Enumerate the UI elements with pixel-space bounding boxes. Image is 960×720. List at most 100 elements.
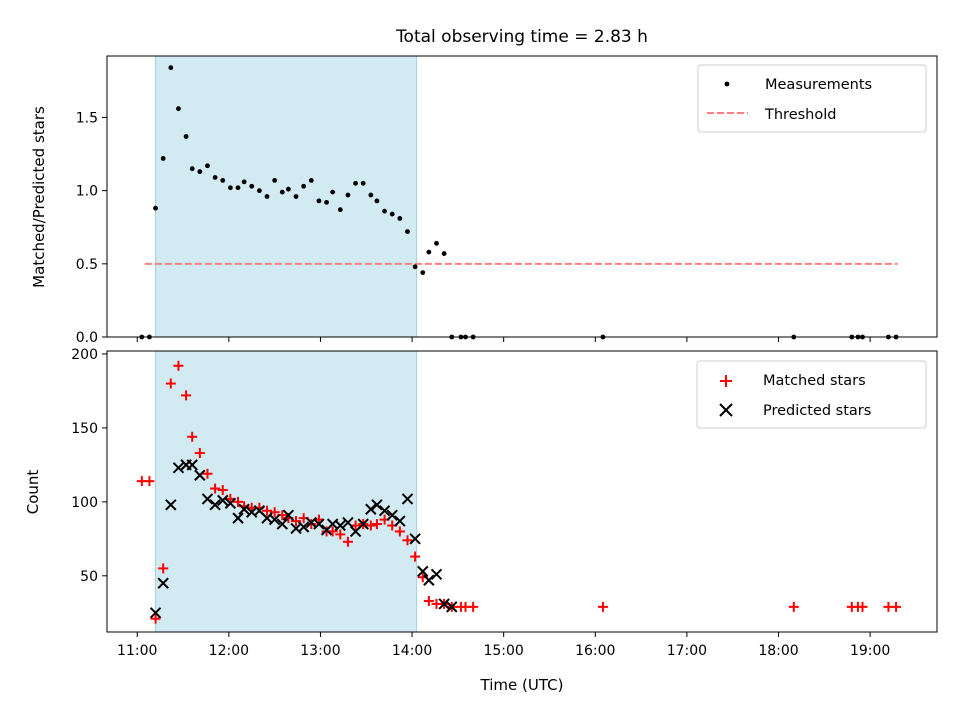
measurement-point bbox=[249, 183, 255, 189]
bottom-x-axis-label: Time (UTC) bbox=[480, 676, 564, 694]
legend-marker-predicted-stars bbox=[719, 403, 733, 417]
legend-label-matched-stars: Matched stars bbox=[763, 373, 866, 389]
bottom-panel: 11:00 12:00 13:00 14:00 15:00 16:00 17:00 18:00… bbox=[24, 347, 938, 694]
bottom-plot-series bbox=[136, 360, 902, 624]
bottom-y-tick-label: 50 bbox=[80, 569, 98, 585]
predicted-star-point bbox=[172, 462, 185, 474]
predicted-star-point bbox=[268, 513, 281, 526]
predicted-star-point bbox=[186, 459, 198, 471]
predicted-star-marker-b bbox=[313, 518, 325, 530]
matched-star-point bbox=[187, 431, 198, 442]
top-observing-window-shade bbox=[155, 56, 418, 337]
predicted-star-point bbox=[165, 499, 177, 511]
legend-label-predicted-stars: Predicted stars bbox=[763, 403, 871, 419]
bottom-x-tick-label: 12:00 bbox=[209, 643, 249, 659]
predicted-star-point bbox=[282, 509, 295, 521]
predicted-star-point bbox=[430, 568, 443, 581]
predicted-star-point bbox=[423, 574, 435, 586]
measurement-point bbox=[360, 180, 366, 186]
predicted-star-marker-b bbox=[446, 601, 458, 613]
measurement-point bbox=[197, 169, 203, 175]
predicted-star-point bbox=[276, 518, 288, 530]
measurement-point bbox=[441, 251, 447, 256]
predicted-star-marker-b bbox=[401, 493, 414, 505]
matched-star-point bbox=[194, 448, 205, 459]
matched-star-point bbox=[857, 601, 868, 612]
predicted-star-marker-b bbox=[194, 469, 206, 481]
matched-star-point bbox=[597, 601, 608, 612]
top-plot-series bbox=[139, 65, 899, 340]
predicted-star-marker-b bbox=[172, 462, 185, 474]
predicted-star-marker-b bbox=[149, 607, 162, 619]
matched-star-point bbox=[291, 516, 302, 527]
predicted-star-point bbox=[438, 598, 450, 610]
bottom-x-tick-label: 14:00 bbox=[392, 643, 432, 659]
predicted-star-marker-b bbox=[209, 499, 221, 511]
measurement-point bbox=[227, 185, 233, 191]
predicted-star-point bbox=[417, 565, 429, 578]
matched-star-point bbox=[165, 378, 176, 389]
measurement-point bbox=[301, 183, 307, 189]
legend-marker-measurements bbox=[724, 81, 730, 87]
matched-star-point bbox=[402, 535, 413, 546]
legend-marker-matched-stars bbox=[720, 375, 732, 387]
matched-star-point bbox=[173, 360, 184, 371]
measurement-point bbox=[324, 199, 329, 205]
predicted-star-point bbox=[371, 499, 383, 511]
matched-star-point bbox=[233, 496, 244, 507]
predicted-star-marker-b bbox=[201, 493, 214, 505]
predicted-star-point bbox=[357, 518, 369, 530]
matched-star-point bbox=[468, 601, 479, 612]
observing-window-region bbox=[155, 351, 417, 632]
bottom-x-ticks: 11:00 12:00 13:00 14:00 15:00 16:00 17:00 18:00… bbox=[117, 632, 890, 659]
predicted-star-marker-b bbox=[334, 519, 347, 532]
top-legend: Measurements Threshold bbox=[697, 64, 927, 133]
bottom-legend: Matched stars Predicted stars bbox=[696, 360, 927, 429]
predicted-star-marker-b bbox=[217, 494, 229, 507]
top-y-tick-label: 0.5 bbox=[76, 257, 98, 273]
predicted-star-marker-b bbox=[409, 533, 421, 545]
predicted-star-point bbox=[238, 503, 250, 515]
predicted-star-point bbox=[194, 469, 206, 481]
measurement-point bbox=[412, 264, 418, 270]
matched-star-point bbox=[891, 601, 902, 612]
predicted-star-point bbox=[217, 494, 229, 507]
matched-star-point bbox=[210, 483, 221, 494]
bottom-axes-frame bbox=[106, 350, 938, 633]
predicted-star-point bbox=[224, 497, 237, 510]
measurement-point bbox=[368, 192, 374, 198]
measurement-point bbox=[434, 240, 439, 246]
bottom-x-tick-label: 17:00 bbox=[667, 643, 707, 659]
matched-star-point bbox=[342, 536, 353, 547]
measurement-point bbox=[264, 194, 270, 199]
measurement-point bbox=[220, 178, 226, 183]
measurement-point bbox=[374, 198, 380, 204]
measurement-point bbox=[345, 192, 351, 198]
matched-star-point bbox=[335, 529, 346, 540]
measurement-point bbox=[337, 207, 343, 213]
predicted-star-point bbox=[334, 519, 347, 532]
bottom-y-ticks: 50 100 150 200 bbox=[71, 347, 107, 585]
observing-window-region bbox=[155, 56, 417, 337]
measurement-point bbox=[405, 229, 410, 235]
measurement-point bbox=[212, 175, 218, 180]
matched-star-point bbox=[150, 613, 161, 624]
predicted-star-marker-b bbox=[371, 499, 383, 511]
predicted-star-point bbox=[401, 493, 414, 505]
predicted-star-marker-b bbox=[417, 565, 429, 578]
bottom-x-tick-label: 16:00 bbox=[575, 643, 615, 659]
matched-star-point bbox=[181, 390, 192, 401]
predicted-star-point bbox=[409, 533, 421, 545]
matched-star-point bbox=[269, 507, 280, 518]
measurement-point bbox=[205, 163, 210, 169]
predicted-star-point bbox=[149, 607, 162, 619]
predicted-star-marker-b bbox=[357, 518, 369, 530]
matched-star-point bbox=[394, 526, 405, 537]
predicted-star-marker-b bbox=[276, 518, 288, 530]
legend-label-measurements: Measurements bbox=[765, 77, 872, 93]
predicted-star-point bbox=[386, 509, 398, 521]
measurement-point bbox=[235, 185, 241, 191]
predicted-star-marker-b bbox=[224, 497, 237, 510]
predicted-star-marker-b bbox=[297, 521, 310, 533]
